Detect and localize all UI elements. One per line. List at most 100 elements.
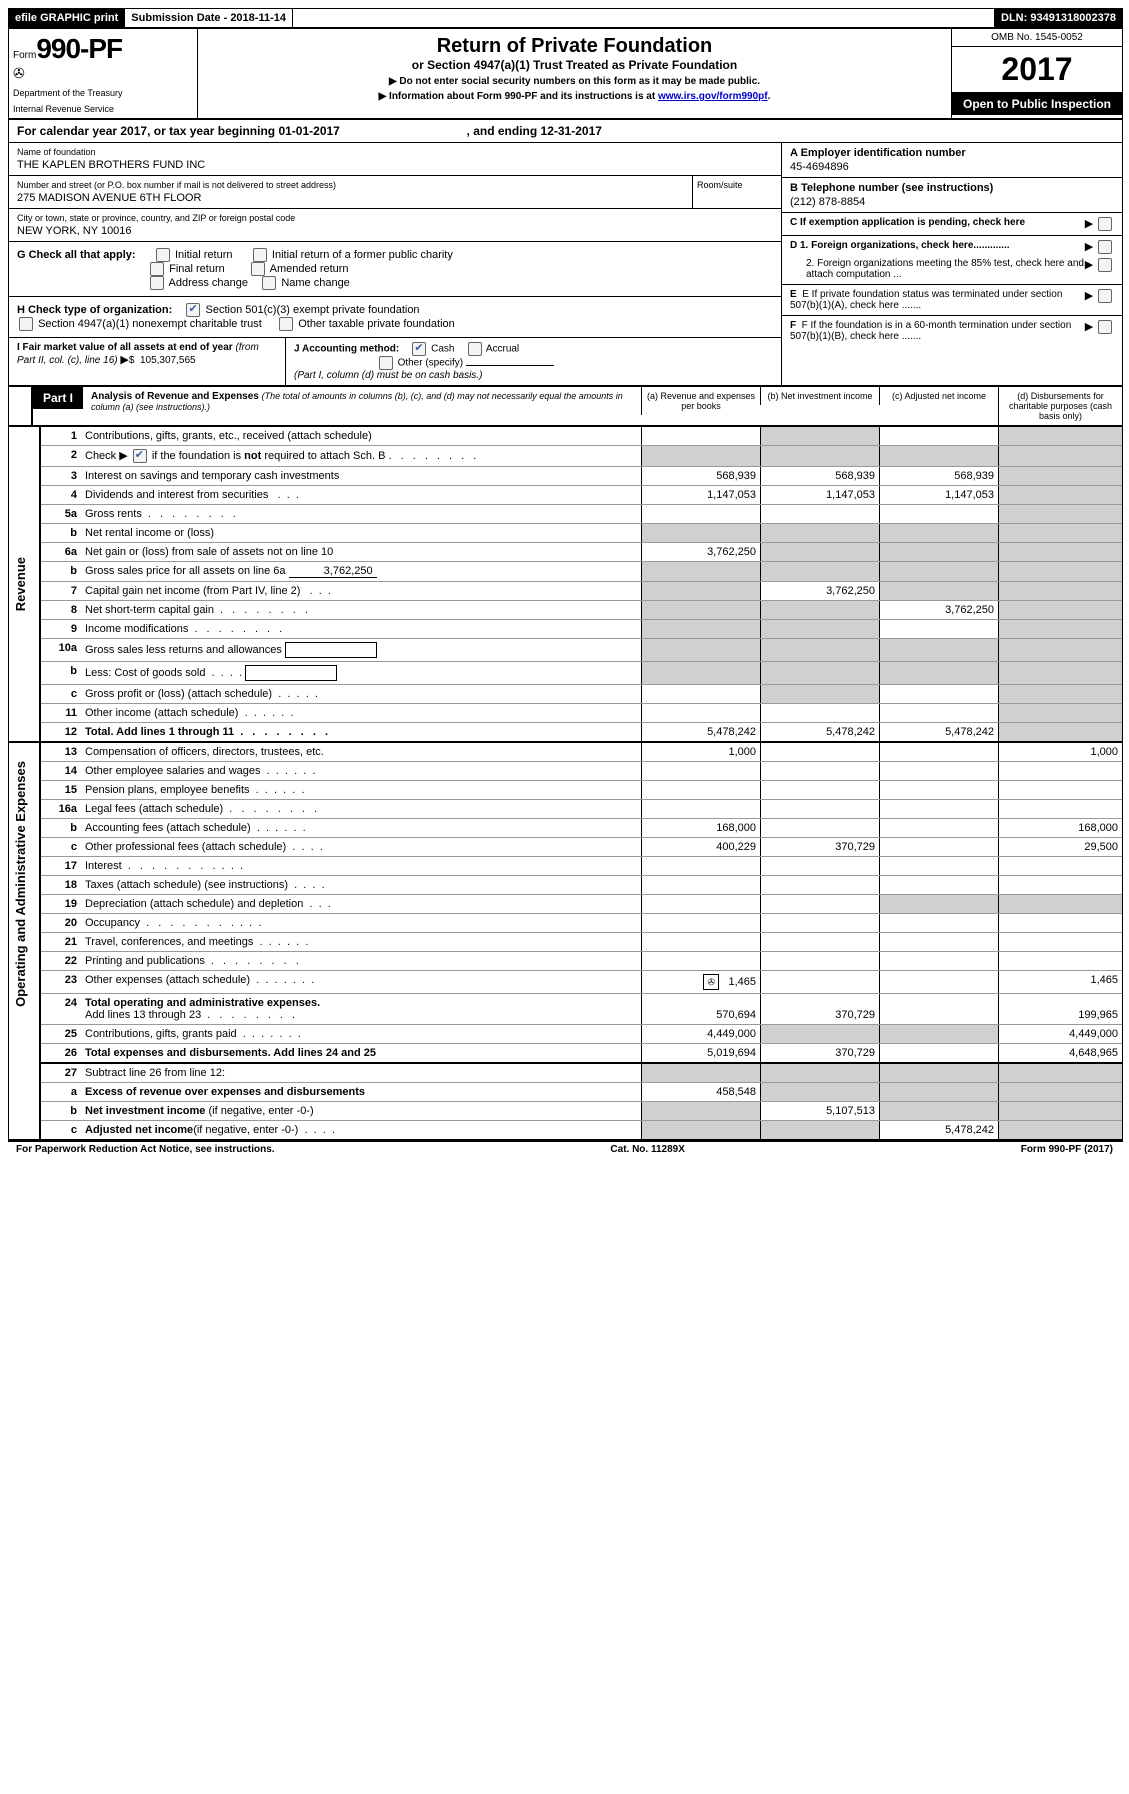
cb-f[interactable] (1098, 320, 1112, 334)
dept-irs: Internal Revenue Service (13, 104, 193, 114)
row-3: 3 Interest on savings and temporary cash… (9, 467, 1122, 486)
g-name: Name change (281, 277, 350, 289)
expenses-label: Operating and Administrative Expenses (13, 761, 28, 1007)
row-13: Operating and Administrative Expenses 13… (9, 742, 1122, 762)
name-label: Name of foundation (17, 147, 773, 157)
row-1: Revenue 1 Contributions, gifts, grants, … (9, 427, 1122, 446)
footer-center: Cat. No. 11289X (610, 1144, 684, 1155)
part1-table: Revenue 1 Contributions, gifts, grants, … (9, 427, 1122, 1141)
c-label: C If exemption application is pending, c… (790, 217, 1025, 228)
addr-label: Number and street (or P.O. box number if… (17, 180, 684, 190)
ein-label: A Employer identification number (790, 147, 1114, 159)
info-grid: Name of foundation THE KAPLEN BROTHERS F… (9, 143, 1122, 387)
h-other: Other taxable private foundation (298, 318, 455, 330)
form-number: 990-PF (36, 33, 122, 64)
cal-end: 12-31-2017 (541, 124, 602, 138)
cb-501c3[interactable] (186, 303, 200, 317)
i-label: I Fair market value of all assets at end… (17, 342, 235, 353)
cb-4947[interactable] (19, 317, 33, 331)
row-15: 15 Pension plans, employee benefits . . … (9, 781, 1122, 800)
col-c-header: (c) Adjusted net income (879, 387, 998, 405)
row-27b: b Net investment income (if negative, en… (9, 1102, 1122, 1121)
j-other: Other (specify) (398, 358, 464, 369)
row-2: 2 Check ▶ if the foundation is not requi… (9, 446, 1122, 467)
col-a-header: (a) Revenue and expenses per books (641, 387, 760, 415)
row-5a: 5a Gross rents (9, 505, 1122, 524)
cb-cash[interactable] (412, 342, 426, 356)
l6b-val: 3,762,250 (289, 565, 377, 578)
city-row: City or town, state or province, country… (9, 209, 781, 242)
other-specify-input[interactable] (466, 365, 554, 366)
form-subtitle: or Section 4947(a)(1) Trust Treated as P… (204, 58, 945, 72)
row-16a: 16a Legal fees (attach schedule) (9, 800, 1122, 819)
address-row: Number and street (or P.O. box number if… (9, 176, 781, 209)
row-4: 4 Dividends and interest from securities… (9, 486, 1122, 505)
cb-accrual[interactable] (468, 342, 482, 356)
row-20: 20 Occupancy . . . (9, 914, 1122, 933)
d-row: D 1. Foreign organizations, check here..… (782, 236, 1122, 285)
row-19: 19 Depreciation (attach schedule) and de… (9, 895, 1122, 914)
row-7: 7 Capital gain net income (from Part IV,… (9, 582, 1122, 601)
cb-d2[interactable] (1098, 258, 1112, 272)
attach-icon[interactable]: ✇ (703, 974, 719, 990)
header-right: OMB No. 1545-0052 2017 Open to Public In… (952, 29, 1122, 118)
phone-value: (212) 878-8854 (790, 196, 1114, 208)
j-label: J Accounting method: (294, 344, 399, 355)
c-arrow: ▶ (1085, 217, 1093, 230)
j-accrual: Accrual (486, 344, 519, 355)
i-arrow: ▶ (120, 354, 128, 366)
cb-name[interactable] (262, 276, 276, 290)
cb-initial[interactable] (156, 248, 170, 262)
h-4947: Section 4947(a)(1) nonexempt charitable … (38, 318, 262, 330)
footer: For Paperwork Reduction Act Notice, see … (8, 1142, 1121, 1157)
omb-number: OMB No. 1545-0052 (952, 29, 1122, 47)
info-left: Name of foundation THE KAPLEN BROTHERS F… (9, 143, 781, 385)
row-16b: b Accounting fees (attach schedule) . . … (9, 819, 1122, 838)
tax-year: 2017 (952, 47, 1122, 93)
efile-label: efile GRAPHIC print (9, 9, 125, 27)
box-10b[interactable] (245, 665, 337, 681)
cb-final[interactable] (150, 262, 164, 276)
row-10c: c Gross profit or (loss) (attach schedul… (9, 685, 1122, 704)
i-amount: 105,307,565 (140, 355, 196, 366)
city-value: NEW YORK, NY 10016 (17, 225, 773, 237)
topbar: efile GRAPHIC print Submission Date - 20… (9, 9, 1122, 29)
cb-e[interactable] (1098, 289, 1112, 303)
city-label: City or town, state or province, country… (17, 213, 773, 223)
g-row: G Check all that apply: Initial return I… (9, 242, 781, 297)
f-arrow: ▶ (1085, 320, 1093, 333)
row-8: 8 Net short-term capital gain 3,762,250 (9, 601, 1122, 620)
cal-mid: , and ending (467, 124, 541, 138)
cb-other-tax[interactable] (279, 317, 293, 331)
cb-initial-former[interactable] (253, 248, 267, 262)
cb-other-method[interactable] (379, 356, 393, 370)
d2-label: 2. Foreign organizations meeting the 85%… (806, 258, 1085, 280)
ij-row: I Fair market value of all assets at end… (9, 338, 781, 385)
ein-row: A Employer identification number 45-4694… (782, 143, 1122, 178)
cb-d1[interactable] (1098, 240, 1112, 254)
j-note: (Part I, column (d) must be on cash basi… (294, 370, 482, 381)
e-label: E If private foundation status was termi… (790, 289, 1062, 311)
open-public: Open to Public Inspection (952, 93, 1122, 115)
g-label: G Check all that apply: (17, 249, 136, 261)
submission-date: Submission Date - 2018-11-14 (125, 9, 293, 27)
cb-schb[interactable] (133, 449, 147, 463)
header-left: Form990-PF ✇ Department of the Treasury … (9, 29, 198, 118)
cb-address[interactable] (150, 276, 164, 290)
box-10a[interactable] (285, 642, 377, 658)
row-9: 9 Income modifications (9, 620, 1122, 639)
cb-amended[interactable] (251, 262, 265, 276)
ein-value: 45-4694896 (790, 161, 1114, 173)
part1-label: Part I (33, 387, 83, 409)
g-amended: Amended return (270, 263, 349, 275)
irs-link[interactable]: www.irs.gov/form990pf (658, 91, 768, 102)
name-row: Name of foundation THE KAPLEN BROTHERS F… (9, 143, 781, 176)
d1-label: D 1. Foreign organizations, check here..… (790, 240, 1010, 251)
l2-pre: Check ▶ (85, 450, 131, 462)
addr-value: 275 MADISON AVENUE 6TH FLOOR (17, 192, 684, 204)
c-row: C If exemption application is pending, c… (782, 213, 1122, 236)
form-prefix: Form (13, 50, 36, 61)
info-right: A Employer identification number 45-4694… (781, 143, 1122, 385)
cb-c[interactable] (1098, 217, 1112, 231)
row-24: 24 Total operating and administrative ex… (9, 994, 1122, 1025)
